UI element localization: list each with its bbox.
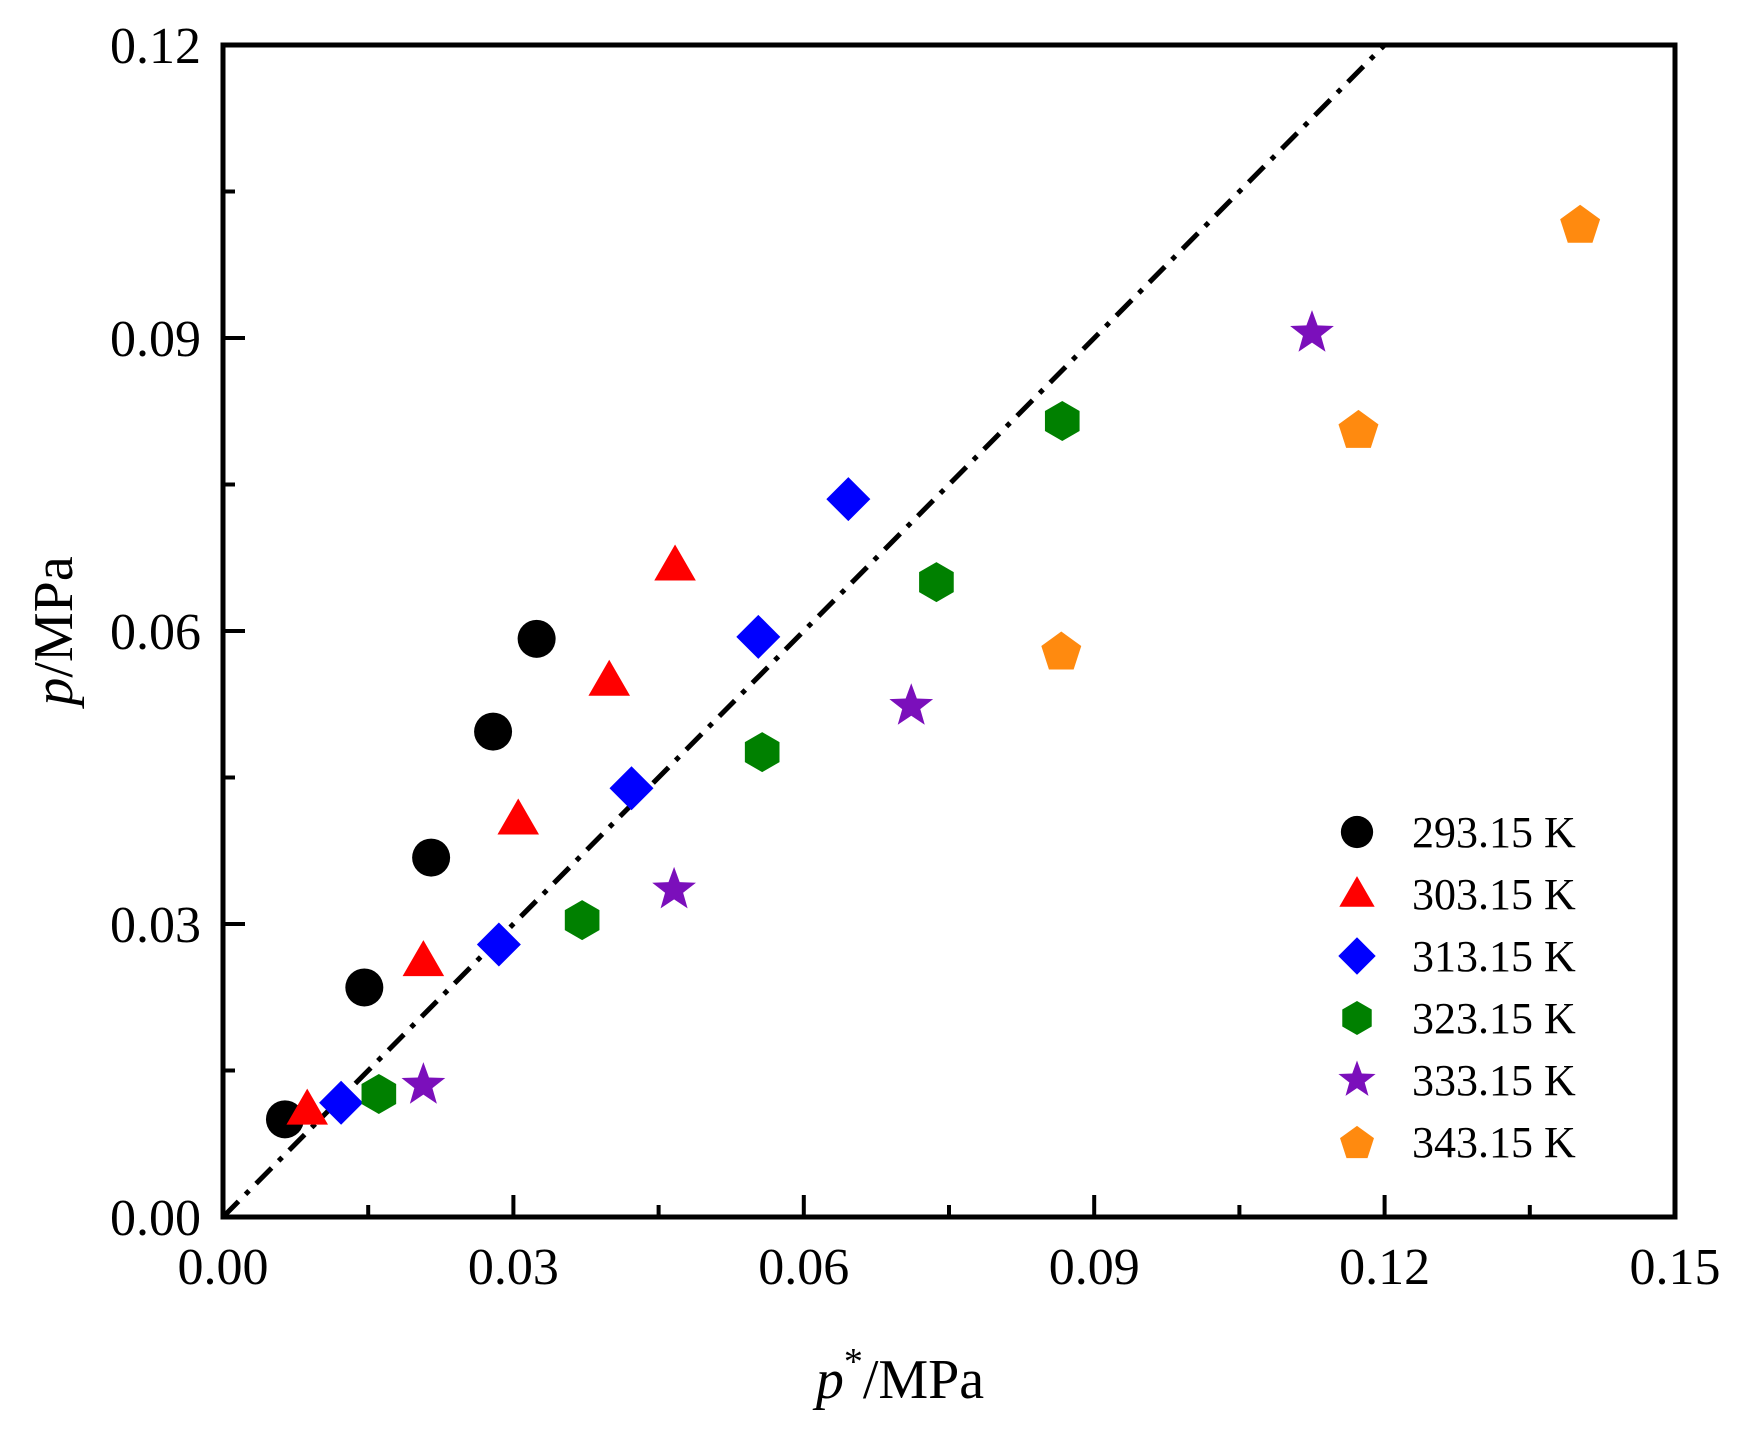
legend-item: 313.15 K — [1338, 932, 1576, 981]
data-point — [1044, 401, 1080, 442]
x-axis-title: p*/MPa — [812, 1341, 984, 1411]
legend-item: 293.15 K — [1340, 808, 1576, 857]
y-tick-label: 0.00 — [110, 1190, 201, 1247]
series-323-15-k — [361, 401, 1080, 1114]
data-point — [564, 900, 600, 941]
legend-item: 333.15 K — [1338, 1056, 1576, 1105]
data-point — [517, 619, 556, 658]
data-point — [345, 968, 384, 1007]
x-tick-label: 0.12 — [1339, 1239, 1430, 1296]
data-point — [476, 922, 521, 967]
x-tick-label: 0.09 — [1049, 1239, 1140, 1296]
series-333-15-k — [401, 310, 1334, 1104]
data-point — [1290, 310, 1334, 352]
reference-line-layer — [221, 43, 1387, 1219]
reference-line — [221, 43, 1387, 1219]
data-point — [412, 838, 451, 877]
data-point — [652, 866, 696, 909]
legend-label: 323.15 K — [1412, 994, 1576, 1043]
x-tick-label: 0.06 — [758, 1239, 849, 1296]
data-point — [826, 477, 871, 522]
series-313-15-k — [319, 477, 871, 1125]
data-points-layer — [265, 204, 1601, 1139]
series-343-15-k — [1041, 204, 1601, 670]
data-point — [286, 1088, 328, 1125]
legend-marker — [1339, 876, 1375, 907]
legend-label: 313.15 K — [1412, 932, 1576, 981]
data-point — [361, 1073, 397, 1114]
data-point — [1560, 204, 1601, 243]
y-tick-label: 0.03 — [110, 897, 201, 954]
series-293-15-k — [265, 619, 556, 1139]
data-point — [319, 1080, 364, 1125]
data-point — [1041, 631, 1082, 670]
y-tick-label: 0.09 — [110, 311, 201, 368]
legend: 293.15 K 303.15 K 313.15 K 323.15 K 333.15 K… — [1338, 808, 1576, 1167]
legend-marker — [1340, 1125, 1374, 1159]
data-point — [401, 1062, 446, 1104]
data-point — [889, 683, 934, 725]
x-tick-label: 0.03 — [468, 1239, 559, 1296]
legend-marker — [1338, 937, 1376, 975]
series-303-15-k — [286, 544, 696, 1125]
legend-label: 303.15 K — [1412, 870, 1576, 919]
x-tick-label: 0.15 — [1630, 1239, 1721, 1296]
data-point — [402, 940, 445, 977]
legend-label: 333.15 K — [1412, 1056, 1576, 1105]
y-tick-label: 0.12 — [110, 18, 201, 75]
legend-marker — [1340, 815, 1374, 849]
data-point — [1338, 409, 1379, 448]
legend-label: 293.15 K — [1412, 808, 1576, 857]
legend-item: 323.15 K — [1342, 994, 1576, 1043]
legend-marker — [1338, 1060, 1376, 1096]
data-point — [497, 798, 540, 835]
data-point — [588, 659, 631, 696]
data-point — [265, 1100, 304, 1139]
legend-label: 343.15 K — [1412, 1118, 1576, 1167]
data-point — [654, 544, 696, 581]
data-point — [736, 614, 781, 659]
ticks-layer: 0.00 0.03 0.06 0.09 0.12 0.15 0.00 0.03 0.06 0.09… — [110, 18, 1721, 1296]
data-point — [919, 562, 954, 603]
data-point — [609, 766, 654, 811]
data-point — [474, 712, 513, 751]
data-point — [744, 732, 780, 773]
x-tick-label: 0.00 — [178, 1239, 269, 1296]
y-tick-label: 0.06 — [110, 604, 201, 661]
legend-item: 303.15 K — [1339, 870, 1576, 919]
legend-marker — [1342, 1001, 1372, 1035]
y-axis-title: p/MPa — [23, 556, 85, 709]
legend-item: 343.15 K — [1340, 1118, 1576, 1167]
